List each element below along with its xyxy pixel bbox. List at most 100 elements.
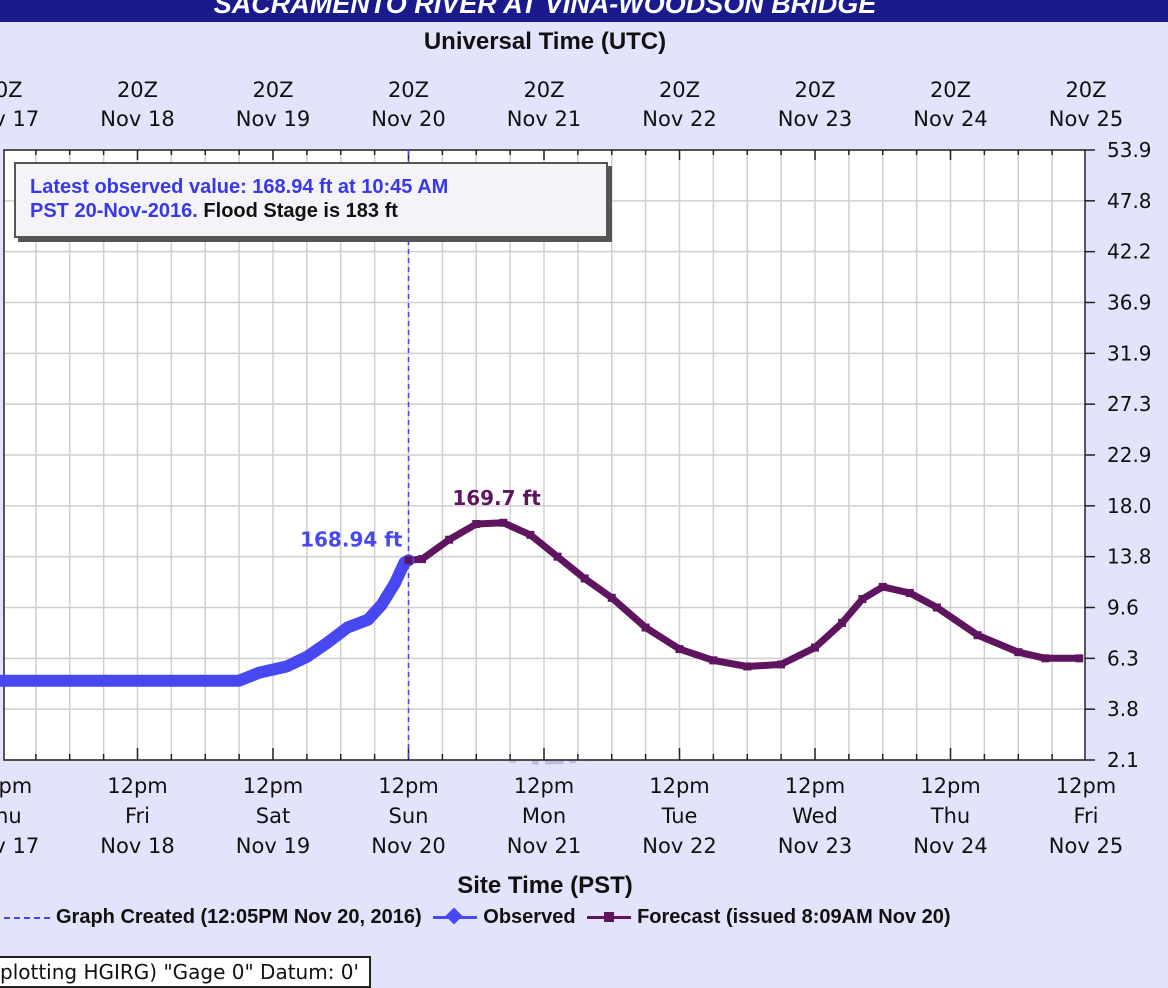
observed-value-text: Latest observed value: 168.94 ft at 10:4…	[30, 176, 449, 198]
bottom-tick-date: Nov 21	[507, 834, 581, 858]
bottom-tick-day: Fri	[1073, 804, 1098, 828]
top-tick-label: 20Z	[252, 78, 293, 102]
top-tick-date: Nov 19	[236, 107, 310, 131]
y-tick-label: 18.0	[1107, 494, 1152, 518]
pst-axis-label: Site Time (PST)	[457, 872, 633, 899]
y-tick-label: 3.8	[1107, 697, 1139, 721]
legend-forecast: Forecast (issued 8:09AM Nov 20)	[637, 906, 951, 929]
top-tick-date: Nov 17	[0, 107, 39, 131]
forecast-point	[607, 593, 616, 602]
bottom-tick-day: Tue	[661, 804, 698, 828]
forecast-point	[553, 552, 562, 561]
bottom-tick-date: Nov 24	[913, 834, 987, 858]
forecast-point	[905, 588, 914, 597]
bottom-tick-day: Sun	[389, 804, 429, 828]
bottom-tick-day: Fri	[125, 804, 150, 828]
bottom-tick-date: Nov 23	[778, 834, 852, 858]
bottom-tick-date: Nov 18	[100, 834, 174, 858]
latest-observed-box: Latest observed value: 168.94 ft at 10:4…	[14, 162, 608, 238]
bottom-tick-date: Nov 25	[1049, 834, 1123, 858]
forecast-line	[408, 519, 1080, 670]
bottom-tick-time: 12pm	[243, 774, 304, 798]
utc-axis-label: Universal Time (UTC)	[423, 28, 667, 55]
forecast-point	[472, 519, 481, 528]
bottom-tick-day: Mon	[522, 804, 566, 828]
observed-date-text: PST 20-Nov-2016.	[30, 200, 198, 222]
plot-frame	[3, 149, 1086, 761]
forecast-point	[811, 643, 819, 652]
flood-stage-line: PST 20-Nov-2016. Flood Stage is 183 ft	[30, 200, 398, 223]
top-tick-label: 20Z	[659, 78, 700, 102]
datum-note: plotting HGIRG) "Gage 0" Datum: 0'	[0, 956, 372, 988]
y-tick-label: 42.2	[1107, 240, 1152, 264]
top-tick-label: 20Z	[0, 78, 23, 102]
y-tick-label: 27.3	[1107, 392, 1152, 416]
bottom-tick-time: 12pm	[920, 774, 981, 798]
top-tick-label: 20Z	[794, 78, 835, 102]
forecast-point	[445, 535, 454, 544]
bottom-tick-time: 12pm	[514, 774, 575, 798]
forecast-point	[418, 555, 427, 564]
forecast-point	[838, 618, 847, 627]
bottom-tick-time: 12pm	[1056, 774, 1117, 798]
flood-stage-text: Flood Stage is 183 ft	[203, 200, 398, 222]
forecast-point	[858, 595, 867, 604]
title-bar	[0, 0, 1168, 22]
forecast-point	[932, 603, 941, 612]
top-tick-label: 20Z	[523, 78, 564, 102]
y-tick-label: 31.9	[1107, 341, 1152, 365]
top-tick-date: Nov 21	[507, 107, 581, 131]
forecast-point	[777, 660, 786, 669]
bottom-tick-date: Nov 22	[642, 834, 716, 858]
top-tick-date: Nov 23	[778, 107, 852, 131]
graph-created-dash-icon	[0, 916, 50, 919]
forecast-point	[499, 518, 508, 527]
chart-axes: 53.9 47.8 42.2 36.9 31.9 27.3 22.9 18.0 13.8 9.6 6…	[0, 78, 1152, 858]
bottom-tick-day: Wed	[792, 804, 838, 828]
legend-created: Graph Created (12:05PM Nov 20, 2016)	[56, 906, 422, 929]
top-tick-date: Nov 18	[100, 107, 174, 131]
y-tick-label: 22.9	[1107, 443, 1152, 467]
chart-legend: Graph Created (12:05PM Nov 20, 2016) Obs…	[0, 906, 951, 929]
y-tick-label: 6.3	[1107, 646, 1139, 670]
forecast-point	[878, 582, 887, 591]
forecast-marker-icon	[587, 912, 632, 923]
y-tick-label: 36.9	[1107, 291, 1152, 315]
chart-title: SACRAMENTO RIVER AT VINA-WOODSON BRIDGE	[213, 0, 877, 19]
forecast-point	[709, 656, 718, 665]
y-tick-label: 13.8	[1107, 545, 1152, 569]
y-tick-label: 53.9	[1107, 138, 1152, 162]
forecast-point	[526, 530, 535, 539]
bottom-tick-date: Nov 17	[0, 834, 39, 858]
bottom-tick-day: Sat	[256, 804, 290, 828]
bottom-tick-date: Nov 19	[236, 834, 310, 858]
bottom-tick-day: Thu	[0, 804, 22, 828]
forecast-point	[580, 574, 589, 583]
bottom-tick-time: 12pm	[378, 774, 439, 798]
bottom-tick-time: 12pm	[0, 774, 32, 798]
forecast-point	[675, 645, 684, 654]
bottom-tick-date: Nov 20	[371, 834, 445, 858]
observed-line	[0, 554, 415, 687]
observed-value-label: 168.94 ft	[300, 527, 403, 551]
forecast-point	[641, 623, 650, 632]
forecast-point	[973, 631, 982, 640]
bottom-tick-time: 12pm	[785, 774, 846, 798]
forecast-point	[1014, 648, 1023, 657]
y-tick-label: 47.8	[1107, 189, 1152, 213]
top-tick-date: Nov 25	[1049, 107, 1123, 131]
top-tick-label: 20Z	[117, 78, 158, 102]
top-tick-label: 20Z	[1065, 78, 1106, 102]
forecast-point	[1041, 654, 1050, 663]
forecast-point	[743, 662, 752, 671]
legend-observed: Observed	[483, 906, 576, 929]
top-tick-date: Nov 20	[371, 107, 445, 131]
y-tick-label: 9.6	[1107, 596, 1139, 620]
top-tick-label: 20Z	[930, 78, 971, 102]
y-tick-label: 2.1	[1107, 748, 1139, 772]
forecast-peak-label: 169.7 ft	[452, 486, 541, 510]
top-tick-date: Nov 24	[913, 107, 987, 131]
top-tick-label: 20Z	[388, 78, 429, 102]
